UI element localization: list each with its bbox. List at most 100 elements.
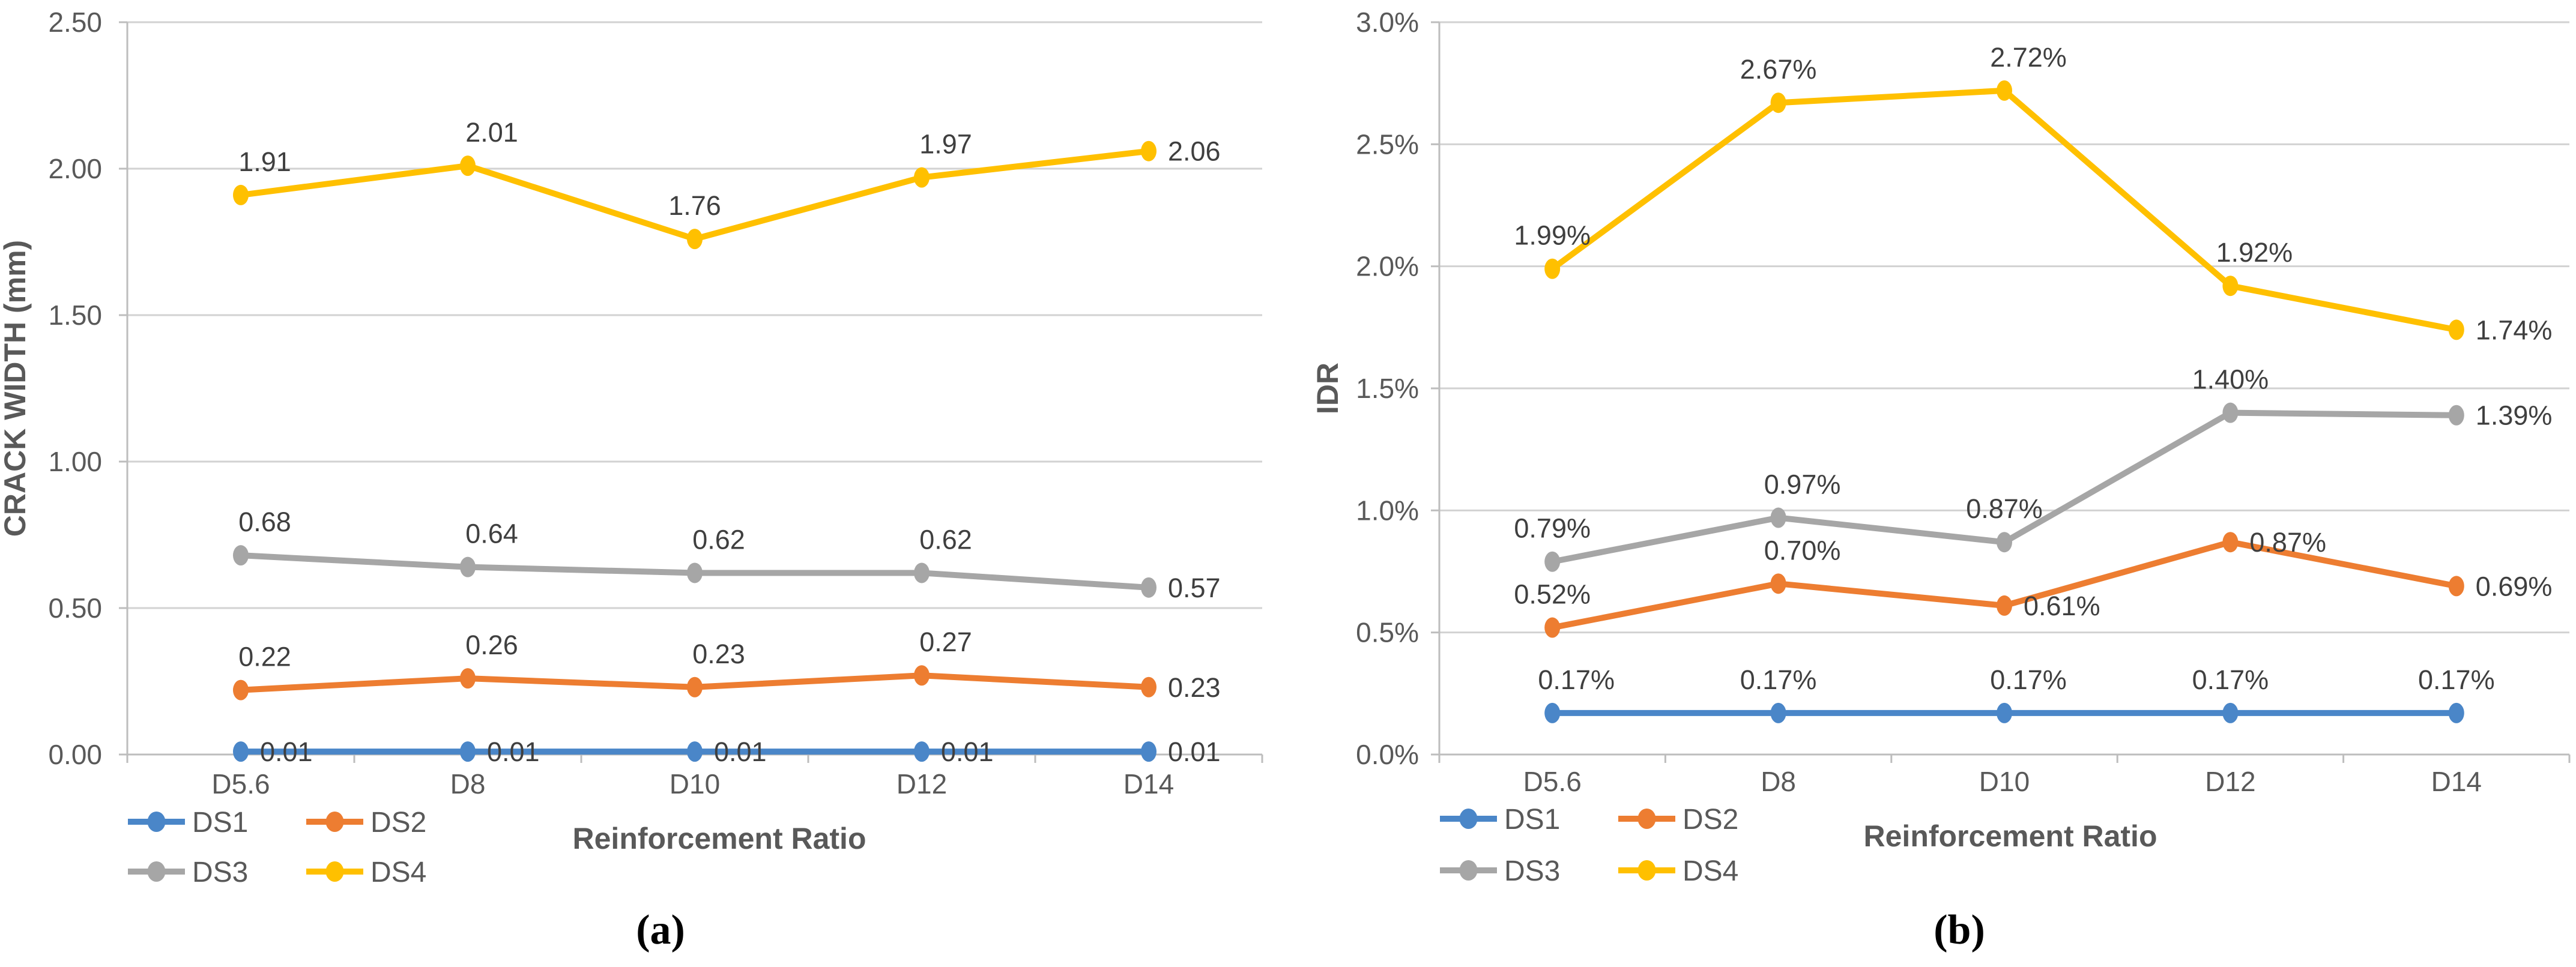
y-axis-tick-label: 2.0%: [1356, 251, 1419, 282]
x-axis-title: Reinforcement Ratio: [573, 822, 866, 855]
data-point-ds4: [460, 155, 476, 176]
line-chart-b: 0.0% 0.5% 1.0% 1.5% 2.0% 2.5% 3.0% D5.6 D8 D10 D12…: [1311, 7, 2571, 953]
data-point-ds1: [460, 741, 476, 762]
data-label-ds2: 0.26: [465, 630, 518, 660]
chart-panel-b: 0.0% 0.5% 1.0% 1.5% 2.0% 2.5% 3.0% D5.6 D8 D10 D12…: [1291, 0, 2576, 967]
data-label-ds3: 0.79%: [1514, 513, 1591, 544]
legend-marker-icon: [1459, 809, 1478, 829]
data-point-ds4: [687, 229, 703, 250]
legend-item-ds4: DS4: [306, 857, 426, 888]
data-label-ds4: 1.74%: [2476, 315, 2553, 345]
panel-caption: (a): [636, 907, 685, 953]
data-label-ds2: 0.22: [238, 642, 291, 672]
data-point-ds1: [914, 741, 930, 762]
data-point-ds3: [460, 556, 476, 577]
data-label-ds4: 1.91: [238, 146, 291, 177]
data-label-ds1: 0.17%: [2192, 664, 2269, 695]
data-point-ds1: [1997, 702, 2012, 723]
data-label-ds3: 0.57: [1168, 573, 1221, 603]
data-label-ds2: 0.27: [919, 627, 972, 657]
legend-label: DS2: [370, 807, 426, 839]
data-label-ds3: 0.64: [465, 519, 518, 549]
data-label-ds1: 0.01: [1168, 737, 1221, 767]
legend-marker-icon: [147, 861, 166, 882]
data-point-ds4: [914, 167, 930, 188]
data-label-ds4: 2.01: [465, 117, 518, 148]
legend-marker-icon: [1637, 860, 1656, 881]
y-axis-tick-label: 0.00: [48, 739, 102, 770]
data-point-ds1: [2222, 702, 2239, 723]
y-axis-tick-label: 2.5%: [1356, 128, 1419, 160]
data-label-ds4: 1.97: [919, 129, 972, 160]
data-label-ds1: 0.01: [260, 737, 313, 767]
y-axis-title: CRACK WIDTH (mm): [0, 240, 32, 537]
y-axis-tick-label: 2.50: [48, 7, 102, 38]
x-axis-tick-label: D12: [2205, 766, 2255, 797]
data-point-ds2: [2222, 532, 2239, 553]
y-axis-tick-label: 1.5%: [1356, 373, 1419, 404]
data-point-ds3: [233, 545, 249, 566]
x-axis-tick-label: D10: [670, 768, 720, 800]
legend-label: DS3: [192, 857, 248, 888]
data-label-ds3: 0.87%: [1966, 493, 2043, 524]
data-point-ds1: [687, 741, 703, 762]
data-label-ds1: 0.01: [714, 737, 767, 767]
data-label-ds4: 2.72%: [1990, 42, 2067, 73]
x-axis-tick-label: D10: [1979, 766, 2030, 797]
data-point-ds4: [2222, 276, 2239, 297]
data-point-ds3: [2222, 402, 2239, 423]
legend-item-ds1: DS1: [1440, 804, 1560, 836]
legend-marker-icon: [147, 812, 166, 832]
data-point-ds3: [2448, 405, 2464, 426]
data-point-ds2: [233, 679, 249, 700]
y-axis-tick-label: 1.50: [48, 300, 102, 331]
data-label-ds2: 0.69%: [2476, 571, 2553, 601]
data-label-ds4: 2.06: [1168, 136, 1221, 167]
legend-label: DS4: [370, 857, 426, 888]
x-axis-tick-label: D12: [896, 768, 947, 800]
data-label-ds2: 0.23: [692, 639, 745, 669]
data-label-ds3: 1.40%: [2192, 364, 2269, 395]
data-point-ds2: [2448, 576, 2464, 597]
legend-item-ds1: DS1: [128, 807, 248, 839]
data-point-ds1: [233, 741, 249, 762]
data-label-ds2: 0.87%: [2249, 527, 2326, 558]
legend-marker-icon: [325, 812, 344, 832]
series-line-ds4: [1549, 87, 2460, 333]
data-label-ds1: 0.17%: [1990, 664, 2067, 695]
data-point-ds2: [914, 665, 930, 686]
legend-label: DS2: [1683, 804, 1738, 836]
data-point-ds2: [1141, 676, 1156, 697]
data-point-ds4: [2448, 319, 2464, 340]
data-label-ds1: 0.01: [941, 737, 994, 767]
data-point-ds2: [687, 676, 703, 697]
y-axis-tick-label: 3.0%: [1356, 7, 1419, 38]
legend-label: DS4: [1683, 855, 1738, 887]
data-label-ds1: 0.01: [487, 737, 540, 767]
y-axis-tick-label: 1.00: [48, 446, 102, 477]
data-point-ds3: [914, 562, 930, 583]
data-point-ds4: [1997, 80, 2012, 101]
x-axis-tick-label: D8: [1761, 766, 1796, 797]
x-axis-tick-label: D14: [1123, 768, 1174, 800]
legend-label: DS1: [1504, 804, 1560, 836]
data-point-ds4: [1544, 258, 1561, 279]
legend-item-ds2: DS2: [1618, 804, 1738, 836]
data-label-ds4: 1.92%: [2216, 237, 2293, 268]
y-axis-tick-label: 0.5%: [1356, 617, 1419, 648]
legend-marker-icon: [1637, 809, 1656, 829]
data-point-ds1: [1141, 741, 1156, 762]
data-point-ds2: [1770, 573, 1786, 594]
data-point-ds3: [1997, 532, 2012, 553]
legend-label: DS3: [1504, 855, 1560, 887]
data-point-ds4: [233, 184, 249, 205]
data-label-ds1: 0.17%: [1740, 664, 1817, 695]
panel-caption: (b): [1934, 907, 1985, 953]
data-point-ds2: [1544, 617, 1561, 638]
legend-marker-icon: [1459, 860, 1478, 881]
y-axis-title: IDR: [1311, 363, 1344, 414]
x-axis-title: Reinforcement Ratio: [1864, 819, 2157, 853]
data-label-ds3: 1.39%: [2476, 400, 2553, 431]
